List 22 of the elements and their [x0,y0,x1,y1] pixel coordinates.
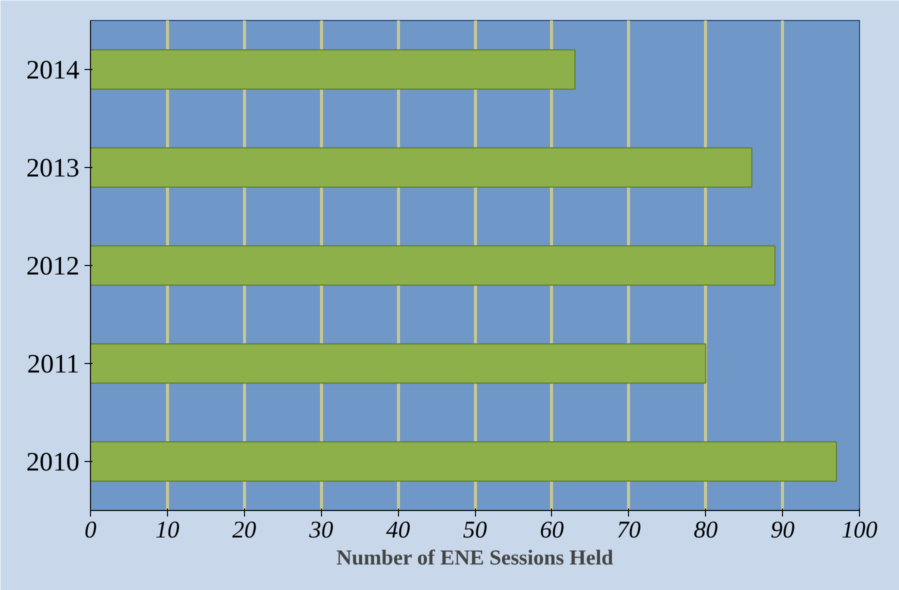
bar [90,441,837,482]
x-tick-label: 30 [308,518,334,544]
y-tick-label: 2013 [26,152,80,182]
x-tick-label: 100 [842,518,878,544]
x-tick-label: 90 [770,518,795,544]
x-tick-label: 70 [616,518,641,544]
y-tick-label: 2011 [27,348,80,378]
bar [90,147,752,188]
bar [90,49,576,90]
x-tick-label: 10 [155,518,180,544]
x-tick-label: 60 [540,518,564,544]
y-tick-label: 2012 [26,250,80,280]
x-tick-label: 20 [232,518,256,544]
x-tick-label: 50 [463,518,487,544]
y-tick-label: 2014 [26,54,80,84]
x-axis-title: Number of ENE Sessions Held [336,546,614,570]
x-tick-label: 80 [694,518,718,544]
bar [90,245,776,286]
x-tick-label: 0 [84,518,96,544]
bar [90,343,706,384]
x-tick-label: 40 [386,518,410,544]
y-tick-label: 2010 [26,446,80,476]
